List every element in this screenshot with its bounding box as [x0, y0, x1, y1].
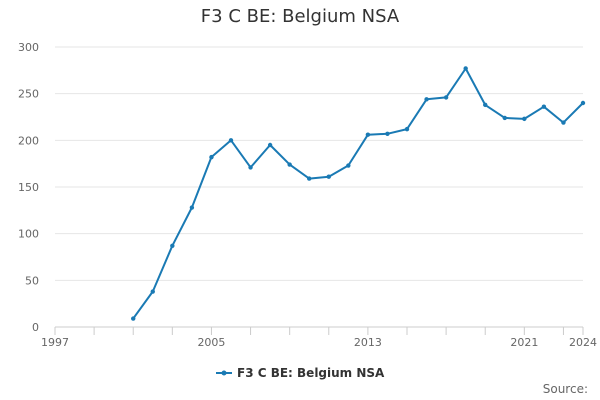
data-point[interactable]: [541, 104, 547, 109]
x-tick-label: 2005: [197, 336, 225, 349]
x-axis: 1997 2005 2013 2021 2024: [41, 326, 597, 349]
data-point[interactable]: [385, 131, 390, 136]
source-label: Source:: [542, 382, 588, 396]
data-point[interactable]: [267, 142, 273, 148]
x-tick-label: 1997: [41, 336, 69, 349]
data-point[interactable]: [483, 102, 488, 108]
data-point[interactable]: [463, 66, 468, 71]
legend-swatch-marker: [221, 370, 227, 376]
data-point[interactable]: [522, 116, 527, 122]
y-tick-label: 150: [18, 181, 39, 194]
y-tick-label: 100: [18, 228, 39, 241]
data-point[interactable]: [248, 165, 253, 170]
legend[interactable]: F3 C BE: Belgium NSA: [216, 366, 385, 380]
y-tick-label: 200: [18, 134, 39, 147]
data-point[interactable]: [131, 316, 136, 321]
data-point[interactable]: [228, 138, 234, 143]
data-point[interactable]: [346, 163, 351, 168]
data-point[interactable]: [307, 176, 312, 181]
series-layer: [131, 66, 586, 321]
data-point[interactable]: [189, 205, 195, 210]
data-point[interactable]: [561, 120, 566, 125]
data-point[interactable]: [424, 97, 429, 102]
data-point[interactable]: [365, 132, 371, 137]
y-axis-labels: 0 50 100 150 200 250 300: [18, 41, 39, 334]
y-tick-label: 50: [25, 274, 39, 287]
legend-label[interactable]: F3 C BE: Belgium NSA: [237, 366, 385, 380]
data-point[interactable]: [150, 289, 155, 294]
data-point[interactable]: [404, 126, 410, 132]
chart-title: F3 C BE: Belgium NSA: [200, 6, 400, 27]
grid-lines: [55, 46, 583, 281]
y-tick-label: 250: [18, 88, 39, 101]
data-point[interactable]: [502, 115, 507, 121]
data-point[interactable]: [287, 162, 292, 167]
data-point[interactable]: [326, 174, 331, 179]
x-tick-label: 2021: [510, 336, 538, 349]
x-tick-label: 2013: [354, 336, 382, 349]
series-line: [132, 67, 584, 320]
data-point[interactable]: [170, 243, 175, 248]
y-tick-label: 0: [32, 321, 39, 334]
data-point[interactable]: [209, 154, 214, 160]
data-point[interactable]: [580, 100, 586, 106]
y-tick-label: 300: [18, 41, 39, 54]
x-tick-label: 2024: [569, 336, 597, 349]
data-point[interactable]: [443, 95, 449, 100]
